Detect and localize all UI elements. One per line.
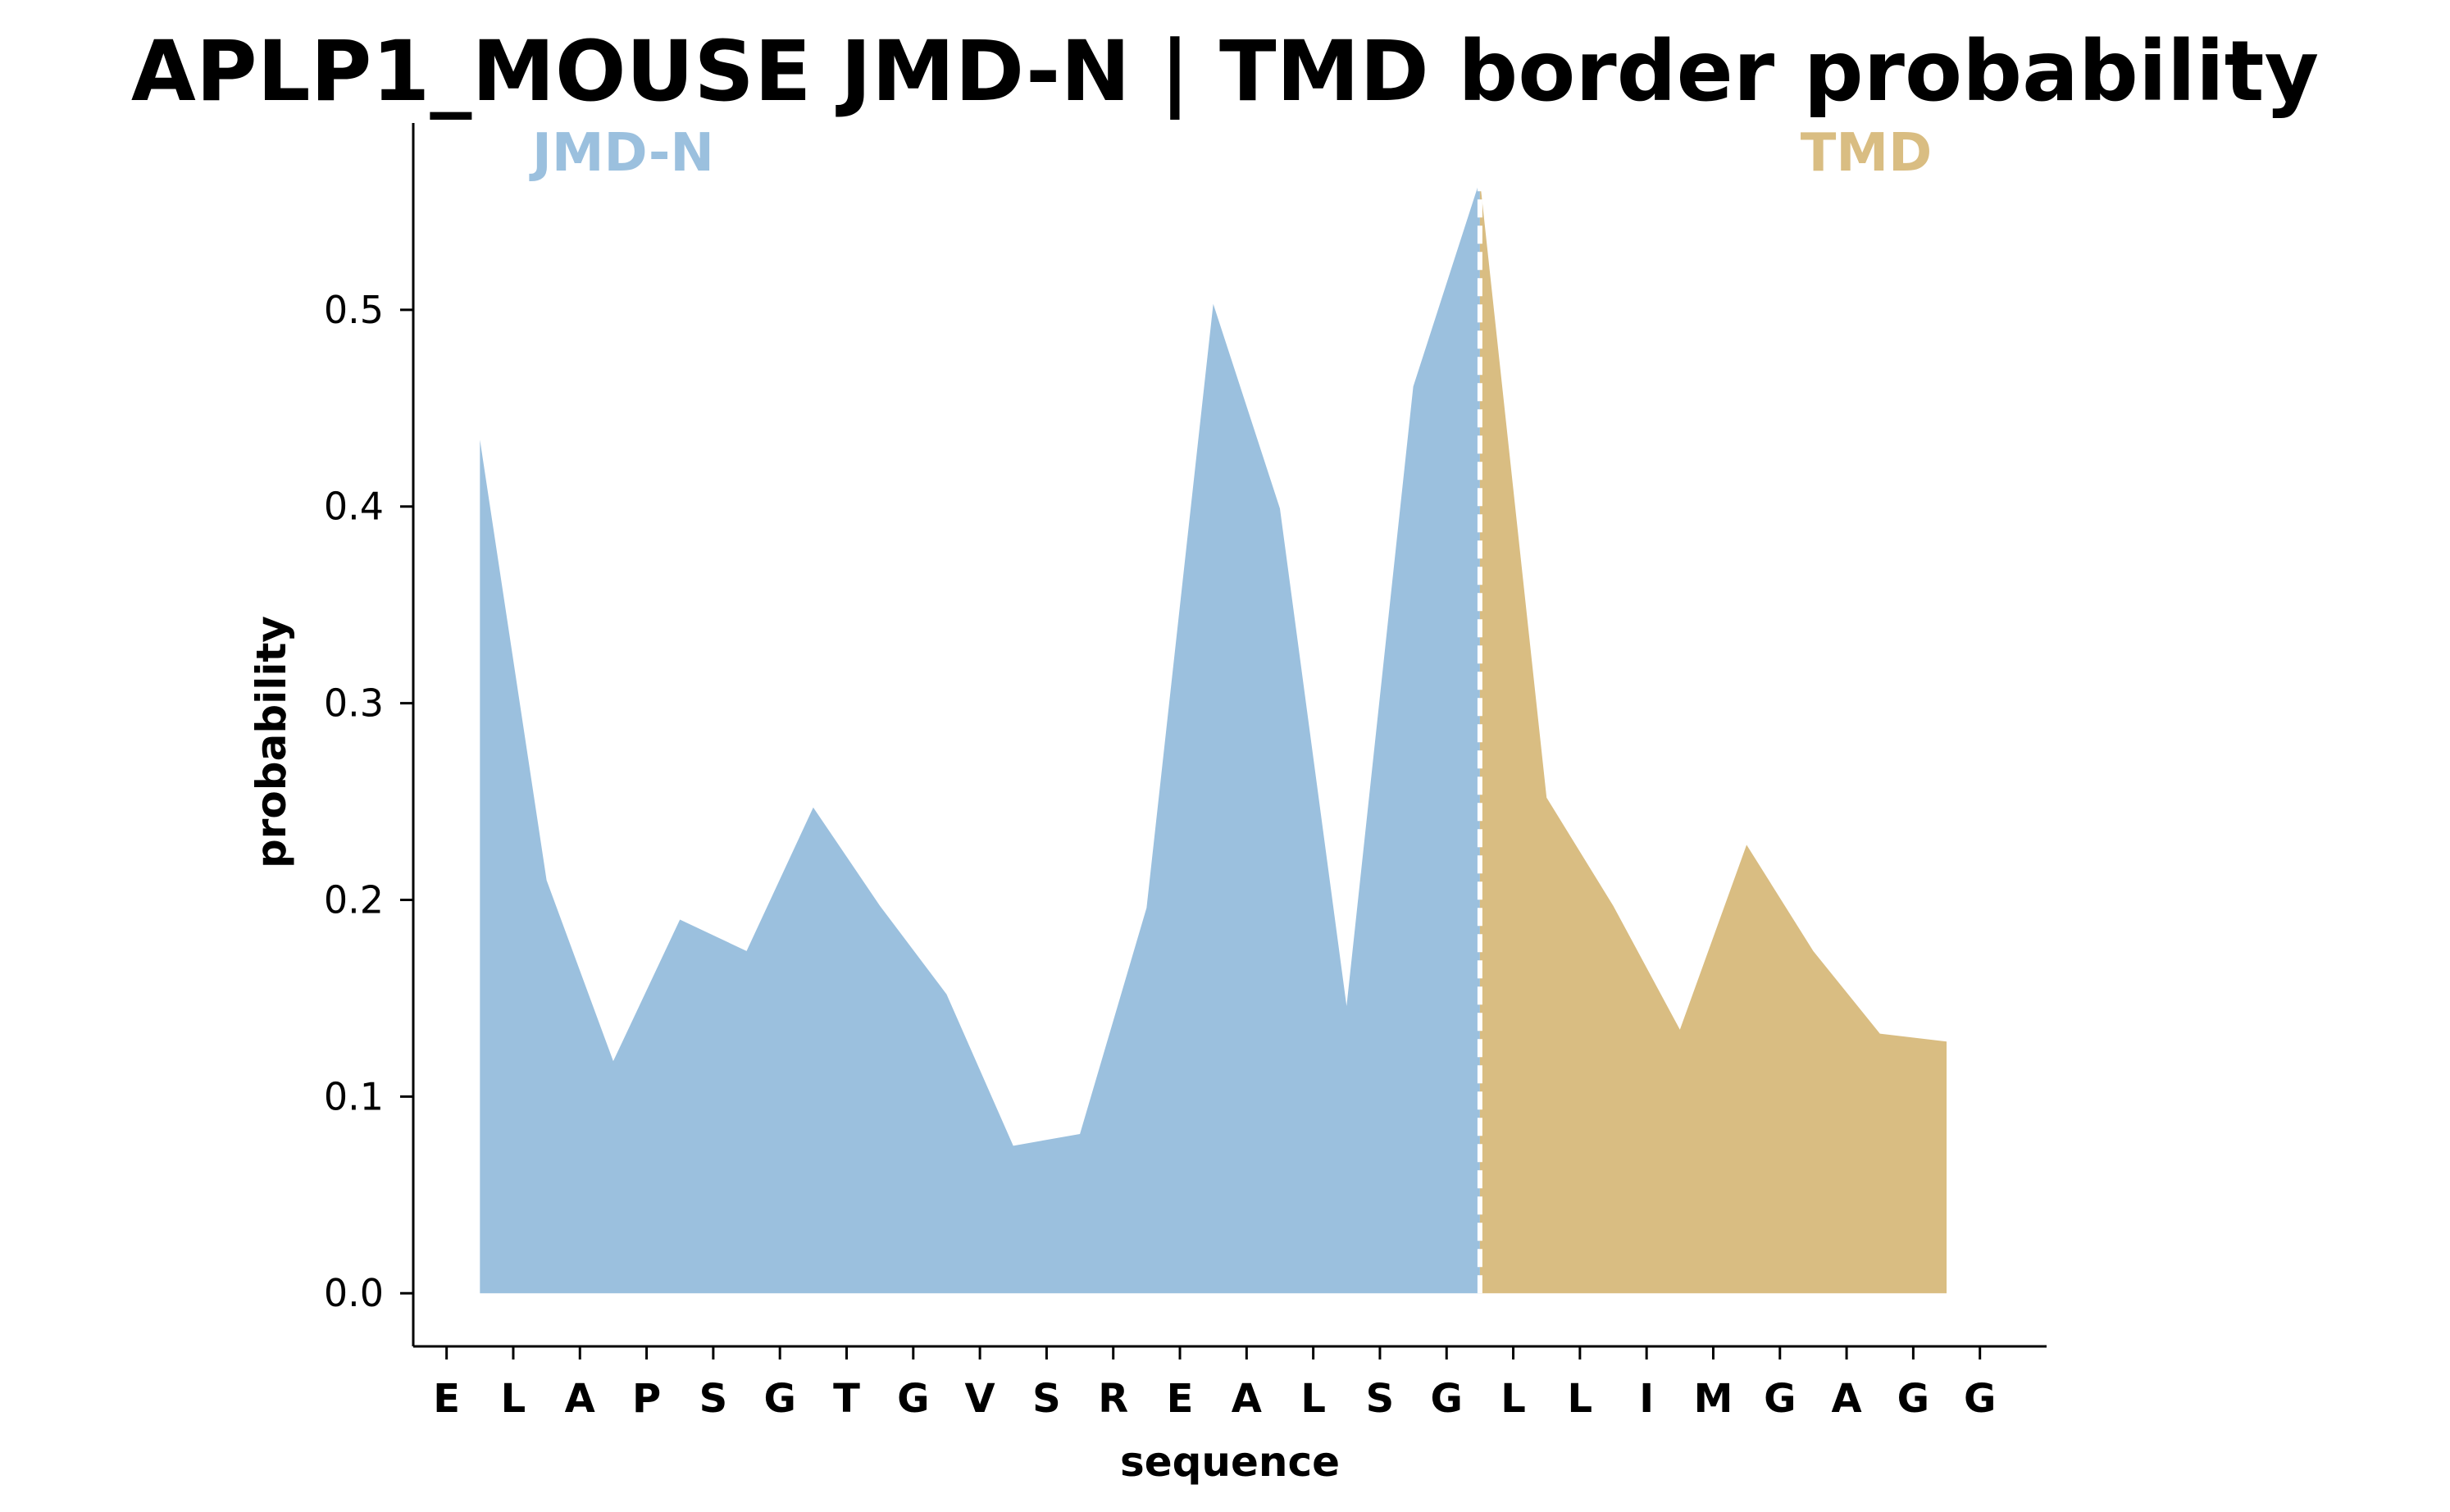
x-tick-label: A (565, 1376, 595, 1422)
y-tick-label: 0.4 (324, 485, 384, 529)
y-axis-label: probability (248, 616, 295, 868)
y-tick-label: 0.5 (324, 288, 384, 332)
area-tmd (1479, 180, 1947, 1294)
x-tick-label: I (1639, 1376, 1654, 1422)
x-tick-label: G (1897, 1376, 1929, 1422)
x-axis-label: sequence (1120, 1438, 1340, 1486)
x-tick-label: G (763, 1376, 795, 1422)
region-label-jmd-n: JMD-N (529, 123, 714, 184)
y-tick-label: 0.3 (324, 681, 384, 726)
x-tick-label: G (897, 1376, 929, 1422)
x-tick-label: E (433, 1376, 460, 1422)
x-tick-label: S (1032, 1376, 1061, 1422)
x-tick-label: A (1232, 1376, 1262, 1422)
y-tick-label: 0.0 (324, 1271, 384, 1315)
x-tick-label: E (1167, 1376, 1194, 1422)
x-tick-label: G (1764, 1376, 1796, 1422)
chart-title: APLP1_MOUSE JMD-N | TMD border probabili… (131, 23, 2319, 121)
y-tick-label: 0.1 (324, 1074, 384, 1118)
x-tick-label: L (501, 1376, 526, 1422)
x-tick-label: L (1300, 1376, 1326, 1422)
y-axis: 0.0 0.1 0.2 0.3 0.4 0.5 (324, 123, 415, 1346)
region-label-tmd: TMD (1801, 123, 1932, 184)
area-series (480, 180, 1947, 1294)
x-tick-label: G (1431, 1376, 1463, 1422)
x-tick-label: A (1832, 1376, 1862, 1422)
x-tick-label: R (1098, 1376, 1128, 1422)
x-tick-label: L (1568, 1376, 1593, 1422)
x-tick-label: P (632, 1376, 661, 1422)
x-tick-label: V (965, 1376, 995, 1422)
y-tick-label: 0.2 (324, 877, 384, 922)
area-jmd-n (480, 180, 1480, 1294)
x-tick-label: L (1501, 1376, 1526, 1422)
x-tick-label: M (1694, 1376, 1733, 1422)
x-tick-label: G (1964, 1376, 1996, 1422)
x-tick-label: S (699, 1376, 728, 1422)
x-tick-label: T (833, 1376, 860, 1422)
x-tick-label: S (1366, 1376, 1395, 1422)
